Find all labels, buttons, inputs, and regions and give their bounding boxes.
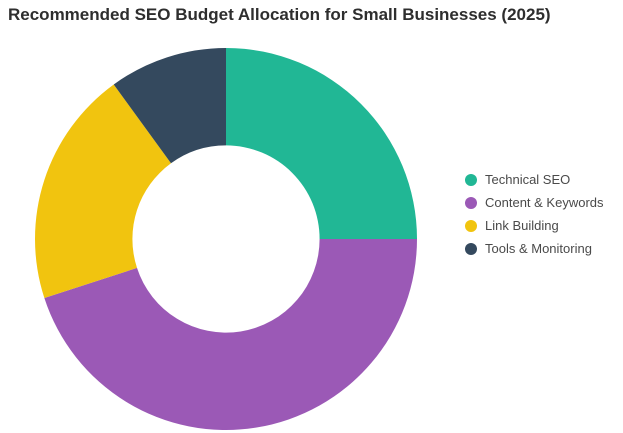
donut-segment-technical-seo[interactable] — [226, 48, 417, 239]
legend-item-tools-monitoring[interactable]: Tools & Monitoring — [465, 241, 604, 257]
legend-item-label: Technical SEO — [485, 172, 571, 187]
donut-chart-svg — [35, 48, 417, 430]
legend-item-content-keywords[interactable]: Content & Keywords — [465, 195, 604, 211]
legend-item-technical-seo[interactable]: Technical SEO — [465, 172, 604, 188]
chart-title: Recommended SEO Budget Allocation for Sm… — [8, 5, 551, 24]
legend-item-label: Content & Keywords — [485, 195, 604, 210]
legend-marker-icon — [465, 220, 477, 232]
legend-item-link-building[interactable]: Link Building — [465, 218, 604, 234]
donut-chart — [34, 48, 418, 430]
legend-marker-icon — [465, 197, 477, 209]
chart-legend: Technical SEO Content & Keywords Link Buil… — [465, 172, 604, 257]
legend-marker-icon — [465, 243, 477, 255]
legend-item-label: Link Building — [485, 218, 559, 233]
legend-item-label: Tools & Monitoring — [485, 241, 592, 256]
legend-marker-icon — [465, 174, 477, 186]
donut-segment-link-building[interactable] — [35, 84, 171, 299]
donut-segment-tools-monitoring[interactable] — [113, 48, 226, 164]
donut-segment-content-keywords[interactable] — [44, 239, 417, 430]
